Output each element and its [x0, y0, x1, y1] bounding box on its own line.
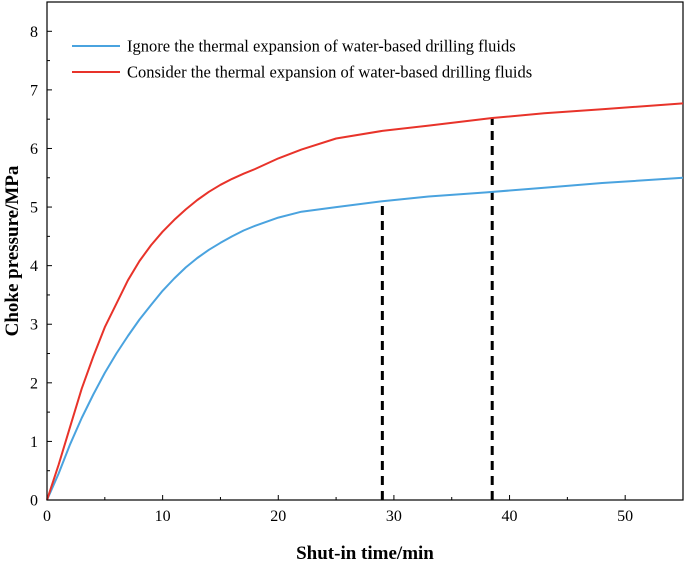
y-tick-label: 1: [30, 434, 38, 451]
series-line-1: [46, 176, 684, 501]
plot-frame: [46, 1, 684, 501]
legend-label-2: Consider the thermal expansion of water-…: [127, 63, 532, 82]
x-tick-label: 50: [617, 508, 633, 525]
x-tick-label: 20: [270, 508, 286, 525]
y-tick-label: 7: [30, 82, 38, 99]
y-tick-label: 0: [30, 493, 38, 510]
series-layer: [46, 102, 684, 501]
x-axis-label: Shut-in time/min: [296, 543, 434, 564]
x-tick-label: 40: [502, 508, 518, 525]
y-tick-label: 3: [30, 317, 38, 334]
y-axis: 0 1 2 3 4 5 6 7 8: [30, 24, 52, 510]
x-tick-label: 10: [155, 508, 171, 525]
legend-label-1: Ignore the thermal expansion of water-ba…: [127, 37, 516, 56]
y-tick-label: 4: [30, 258, 38, 275]
x-tick-label: 30: [386, 508, 402, 525]
x-axis: 0 10 20 30 40 50: [43, 495, 633, 525]
x-tick-label: 0: [43, 508, 51, 525]
y-tick-label: 2: [30, 375, 38, 392]
annotation-layer: [380, 118, 494, 500]
legend: Ignore the thermal expansion of water-ba…: [72, 37, 532, 82]
y-tick-label: 6: [30, 141, 38, 158]
y-axis-label: Choke pressure/MPa: [2, 165, 23, 336]
y-tick-label: 8: [30, 24, 38, 41]
y-tick-label: 5: [30, 200, 38, 217]
series-line-2: [46, 102, 684, 501]
